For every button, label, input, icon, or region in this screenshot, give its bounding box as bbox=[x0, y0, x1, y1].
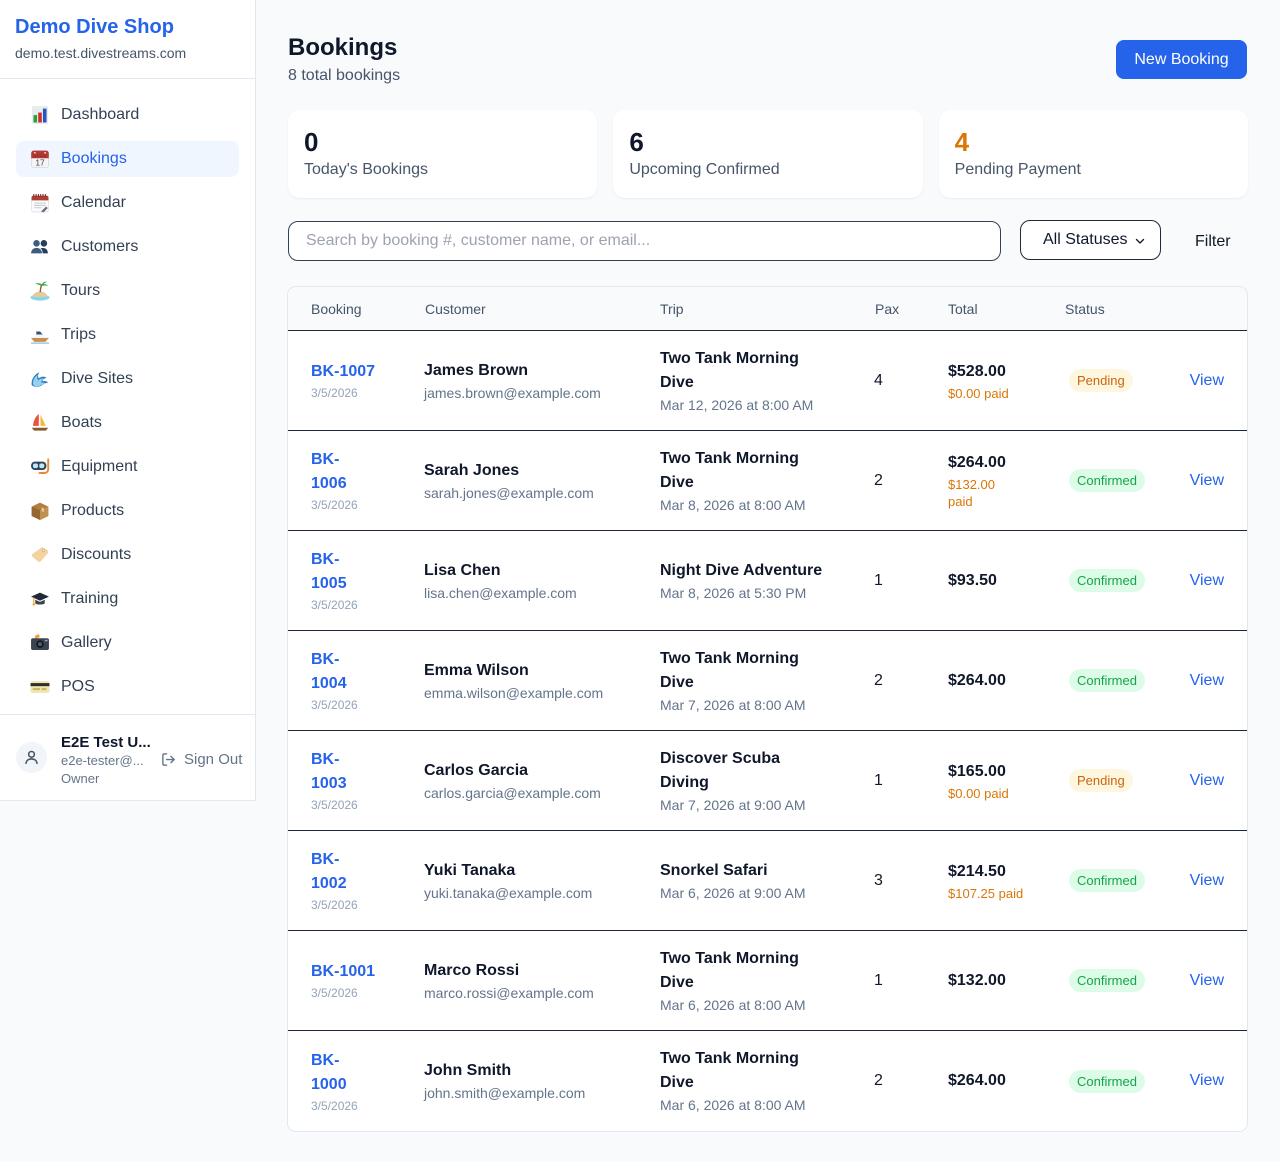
svg-text:17: 17 bbox=[35, 157, 45, 167]
